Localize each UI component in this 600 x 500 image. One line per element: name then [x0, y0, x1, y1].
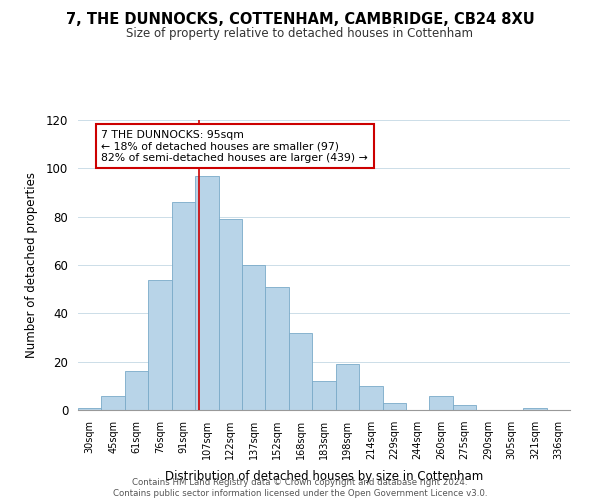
Bar — [242, 265, 265, 410]
Text: Size of property relative to detached houses in Cottenham: Size of property relative to detached ho… — [127, 28, 473, 40]
Bar — [172, 202, 195, 410]
Bar — [148, 280, 172, 410]
Bar — [289, 332, 312, 410]
Bar — [218, 219, 242, 410]
Text: Contains HM Land Registry data © Crown copyright and database right 2024.: Contains HM Land Registry data © Crown c… — [132, 478, 468, 487]
X-axis label: Distribution of detached houses by size in Cottenham: Distribution of detached houses by size … — [165, 470, 483, 484]
Bar — [383, 403, 406, 410]
Bar — [523, 408, 547, 410]
Bar — [125, 372, 148, 410]
Bar — [359, 386, 383, 410]
Bar — [265, 287, 289, 410]
Bar — [336, 364, 359, 410]
Bar — [195, 176, 218, 410]
Text: Contains public sector information licensed under the Open Government Licence v3: Contains public sector information licen… — [113, 490, 487, 498]
Bar — [430, 396, 453, 410]
Y-axis label: Number of detached properties: Number of detached properties — [25, 172, 38, 358]
Bar — [101, 396, 125, 410]
Text: 7 THE DUNNOCKS: 95sqm
← 18% of detached houses are smaller (97)
82% of semi-deta: 7 THE DUNNOCKS: 95sqm ← 18% of detached … — [101, 130, 368, 163]
Bar — [312, 381, 336, 410]
Bar — [453, 405, 476, 410]
Bar — [78, 408, 101, 410]
Text: 7, THE DUNNOCKS, COTTENHAM, CAMBRIDGE, CB24 8XU: 7, THE DUNNOCKS, COTTENHAM, CAMBRIDGE, C… — [65, 12, 535, 28]
